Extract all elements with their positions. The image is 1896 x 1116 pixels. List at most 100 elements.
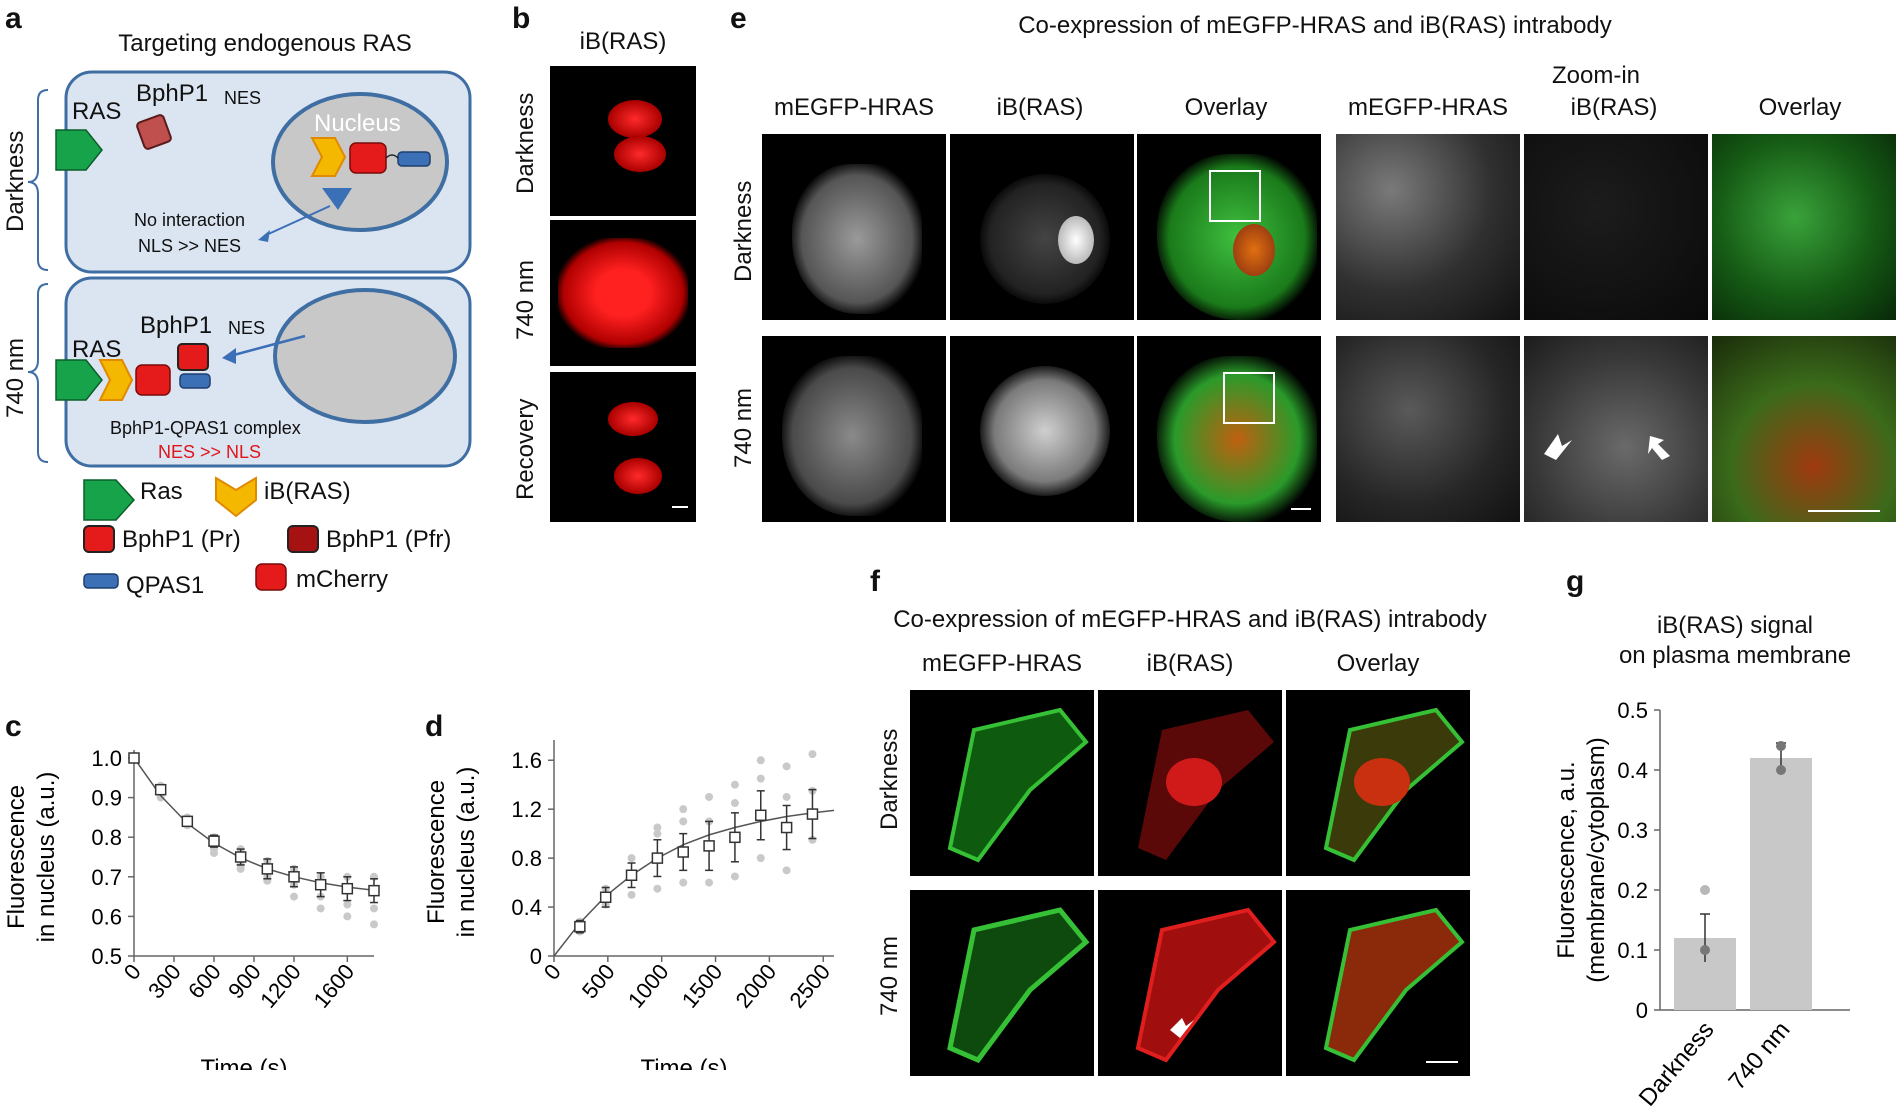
x-tick-label: 0 — [119, 959, 146, 984]
mean-point — [234, 851, 247, 863]
panel-e-zoom-label: Zoom-in — [1551, 62, 1641, 89]
panel-g-title-1: iB(RAS) signal — [1656, 612, 1814, 639]
panel-g-label: g — [1566, 565, 1585, 598]
panel-f-img-r1c1 — [910, 690, 1094, 876]
x-tick-label: 1000 — [623, 959, 674, 1013]
x-tick-label: 300 — [143, 959, 186, 1003]
panel-f-img-r1c3 — [1286, 690, 1470, 876]
y-tick-label: 0.9 — [91, 786, 122, 811]
x-tick-label: 500 — [577, 959, 620, 1003]
panel-e-img-r2c1 — [762, 336, 946, 522]
y-tick-label: 0 — [530, 944, 542, 969]
mean-point — [677, 846, 689, 858]
raw-point — [782, 792, 791, 801]
panel-f-col-1: mEGFP-HRAS — [921, 650, 1082, 677]
panel-f-img-r2c2 — [1098, 890, 1282, 1076]
row-label-darkness: Darkness — [2, 130, 29, 232]
raw-point — [1776, 765, 1786, 775]
raw-point — [1700, 885, 1710, 895]
mean-point — [261, 863, 274, 875]
panel-e-label: e — [730, 2, 747, 35]
raw-point — [343, 900, 352, 909]
nes-nls-label: NES >> NLS — [158, 442, 262, 462]
panel-e-img-r1c6 — [1712, 134, 1896, 320]
chart-d: 0 0.4 0.8 1.2 1.6 0 500 1000 1500 2000 2500 Time (s… — [423, 740, 835, 1070]
raw-point — [1776, 741, 1786, 751]
raw-point — [370, 920, 378, 929]
raw-point — [1700, 945, 1710, 955]
mean-point — [314, 878, 327, 891]
y-axis-label-2: in nucleus (a.u.) — [453, 767, 480, 938]
raw-point — [782, 866, 791, 875]
chart-g: 0 0.1 0.2 0.3 0.4 0.5 Darkness 740 nm Fluorescen… — [1553, 698, 1850, 1106]
mean-point — [181, 815, 194, 828]
panel-f-img-r2c1 — [910, 890, 1094, 1076]
panel-a-diagram — [27, 70, 472, 591]
panel-e-col-2: iB(RAS) — [996, 94, 1084, 121]
panel-f-img-r1c2 — [1098, 690, 1282, 876]
panel-f-title: Co-expression of mEGFP-HRAS and iB(RAS) … — [893, 606, 1487, 633]
panel-e-col-6: Overlay — [1758, 94, 1842, 121]
raw-point — [653, 884, 662, 893]
panel-e-row-darkness: Darkness — [730, 180, 757, 282]
nucleus-label: Nucleus — [314, 110, 401, 137]
mean-point — [208, 835, 220, 847]
mean-point — [806, 808, 819, 820]
raw-point — [290, 892, 298, 901]
panel-f-row-740: 740 nm — [876, 935, 903, 1016]
y-tick-label: 0.4 — [511, 895, 542, 920]
bphp1-label-top: BphP1 — [136, 80, 209, 107]
panel-e-col-4: mEGFP-HRAS — [1347, 94, 1508, 121]
y-tick-label: 0.3 — [1617, 818, 1648, 843]
panel-e-col-5: iB(RAS) — [1570, 94, 1658, 121]
raw-point — [756, 774, 765, 783]
panel-b-row-740: 740 nm — [512, 259, 539, 340]
legend-mcherry: mCherry — [296, 566, 389, 593]
y-tick-label: 1.2 — [511, 797, 542, 822]
panel-b-img-740 — [550, 220, 696, 366]
row-label-740: 740 nm — [2, 337, 29, 418]
legend-qpas1: QPAS1 — [126, 572, 205, 599]
y-tick-label: 1.0 — [91, 746, 122, 771]
legend-bphp1-pr: BphP1 (Pr) — [122, 526, 241, 553]
x-tick-label: 600 — [183, 959, 226, 1003]
y-axis-label-1: Fluorescence — [423, 780, 450, 924]
panel-a-label: a — [5, 2, 22, 35]
mean-point — [599, 891, 612, 904]
panel-e-img-r2c6 — [1712, 336, 1896, 522]
raw-point — [370, 904, 378, 913]
mean-point — [729, 831, 741, 844]
nes-label-bottom: NES — [228, 318, 266, 338]
y-tick-label: 0.5 — [1617, 698, 1648, 723]
panel-e-img-r1c5 — [1524, 134, 1708, 320]
raw-point — [705, 878, 714, 887]
ras-label-top: RAS — [72, 98, 122, 125]
panel-f-label: f — [870, 565, 880, 598]
legend-ib: iB(RAS) — [264, 478, 351, 505]
y-tick-label: 0.5 — [91, 944, 122, 969]
panel-b-img-recovery — [550, 372, 696, 522]
panel-b-row-darkness: Darkness — [512, 92, 539, 194]
panel-d-label: d — [425, 710, 444, 743]
raw-point — [679, 805, 688, 814]
x-tick-label: 1500 — [677, 959, 728, 1013]
raw-point — [808, 835, 817, 844]
panel-e-title: Co-expression of mEGFP-HRAS and iB(RAS) … — [1018, 12, 1612, 39]
raw-point — [236, 864, 245, 873]
raw-point — [756, 756, 765, 765]
panel-b-title: iB(RAS) — [579, 28, 667, 55]
raw-point — [679, 817, 688, 826]
nls-nes-label: NLS >> NES — [138, 236, 242, 256]
mean-point — [651, 852, 664, 864]
raw-point — [210, 849, 218, 858]
x-tick-label: 0 — [539, 959, 566, 984]
raw-point — [808, 750, 817, 759]
panel-e-col-1: mEGFP-HRAS — [773, 94, 934, 121]
x-axis-label: Time (s) — [640, 1055, 727, 1070]
y-axis-label-2: (membrane/cytoplasm) — [1583, 737, 1610, 982]
x-tick-label: 2500 — [784, 959, 835, 1013]
y-axis-label-1: Fluorescence, a.u. — [1553, 761, 1580, 958]
nucleus-740 — [273, 288, 457, 424]
y-tick-label: 0 — [1636, 998, 1648, 1023]
